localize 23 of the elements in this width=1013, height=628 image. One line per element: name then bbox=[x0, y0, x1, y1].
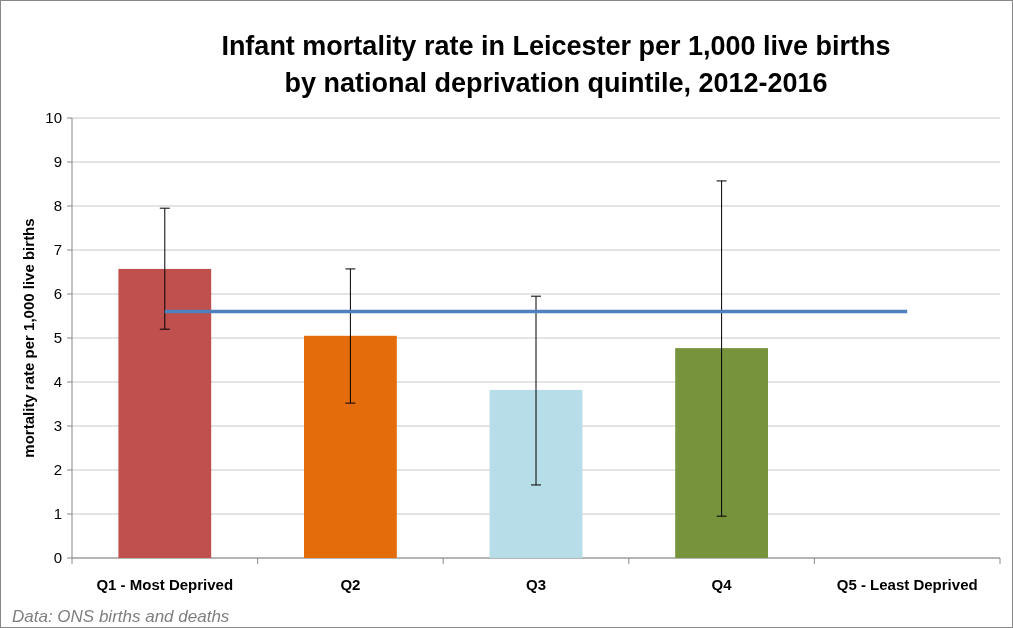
bar bbox=[489, 389, 583, 558]
y-tick-label: 2 bbox=[53, 461, 62, 479]
y-tick-label: 5 bbox=[53, 329, 62, 347]
x-tick-label: Q5 - Least Deprived bbox=[836, 576, 978, 593]
chart-title: Infant mortality rate in Leicester per 1,000 live births by national deprivation quintile, 2012-2016 bbox=[221, 31, 891, 98]
y-axis-title: mortality rate per 1,000 live births bbox=[20, 218, 37, 458]
y-tick-label: 1 bbox=[53, 505, 62, 523]
bar bbox=[675, 348, 768, 558]
y-tick-label: 10 bbox=[45, 109, 62, 127]
bar bbox=[304, 335, 397, 558]
y-tick-label: 8 bbox=[53, 197, 62, 215]
text: Data: ONS births and deaths bbox=[12, 607, 230, 626]
y-tick-label: 6 bbox=[53, 285, 62, 303]
x-tick-label: Q3 bbox=[525, 576, 547, 593]
x-tick-label: Q4 bbox=[711, 576, 733, 593]
x-tick-label: Q2 bbox=[340, 576, 361, 593]
y-tick-label: 3 bbox=[53, 417, 62, 435]
bar bbox=[118, 268, 212, 558]
y-tick-label: 0 bbox=[53, 549, 62, 567]
y-tick-label: 4 bbox=[53, 373, 62, 391]
y-tick-label: 7 bbox=[53, 241, 62, 259]
y-tick-label: 9 bbox=[53, 153, 62, 171]
x-tick-label: Q1 - Most Deprived bbox=[96, 576, 234, 593]
